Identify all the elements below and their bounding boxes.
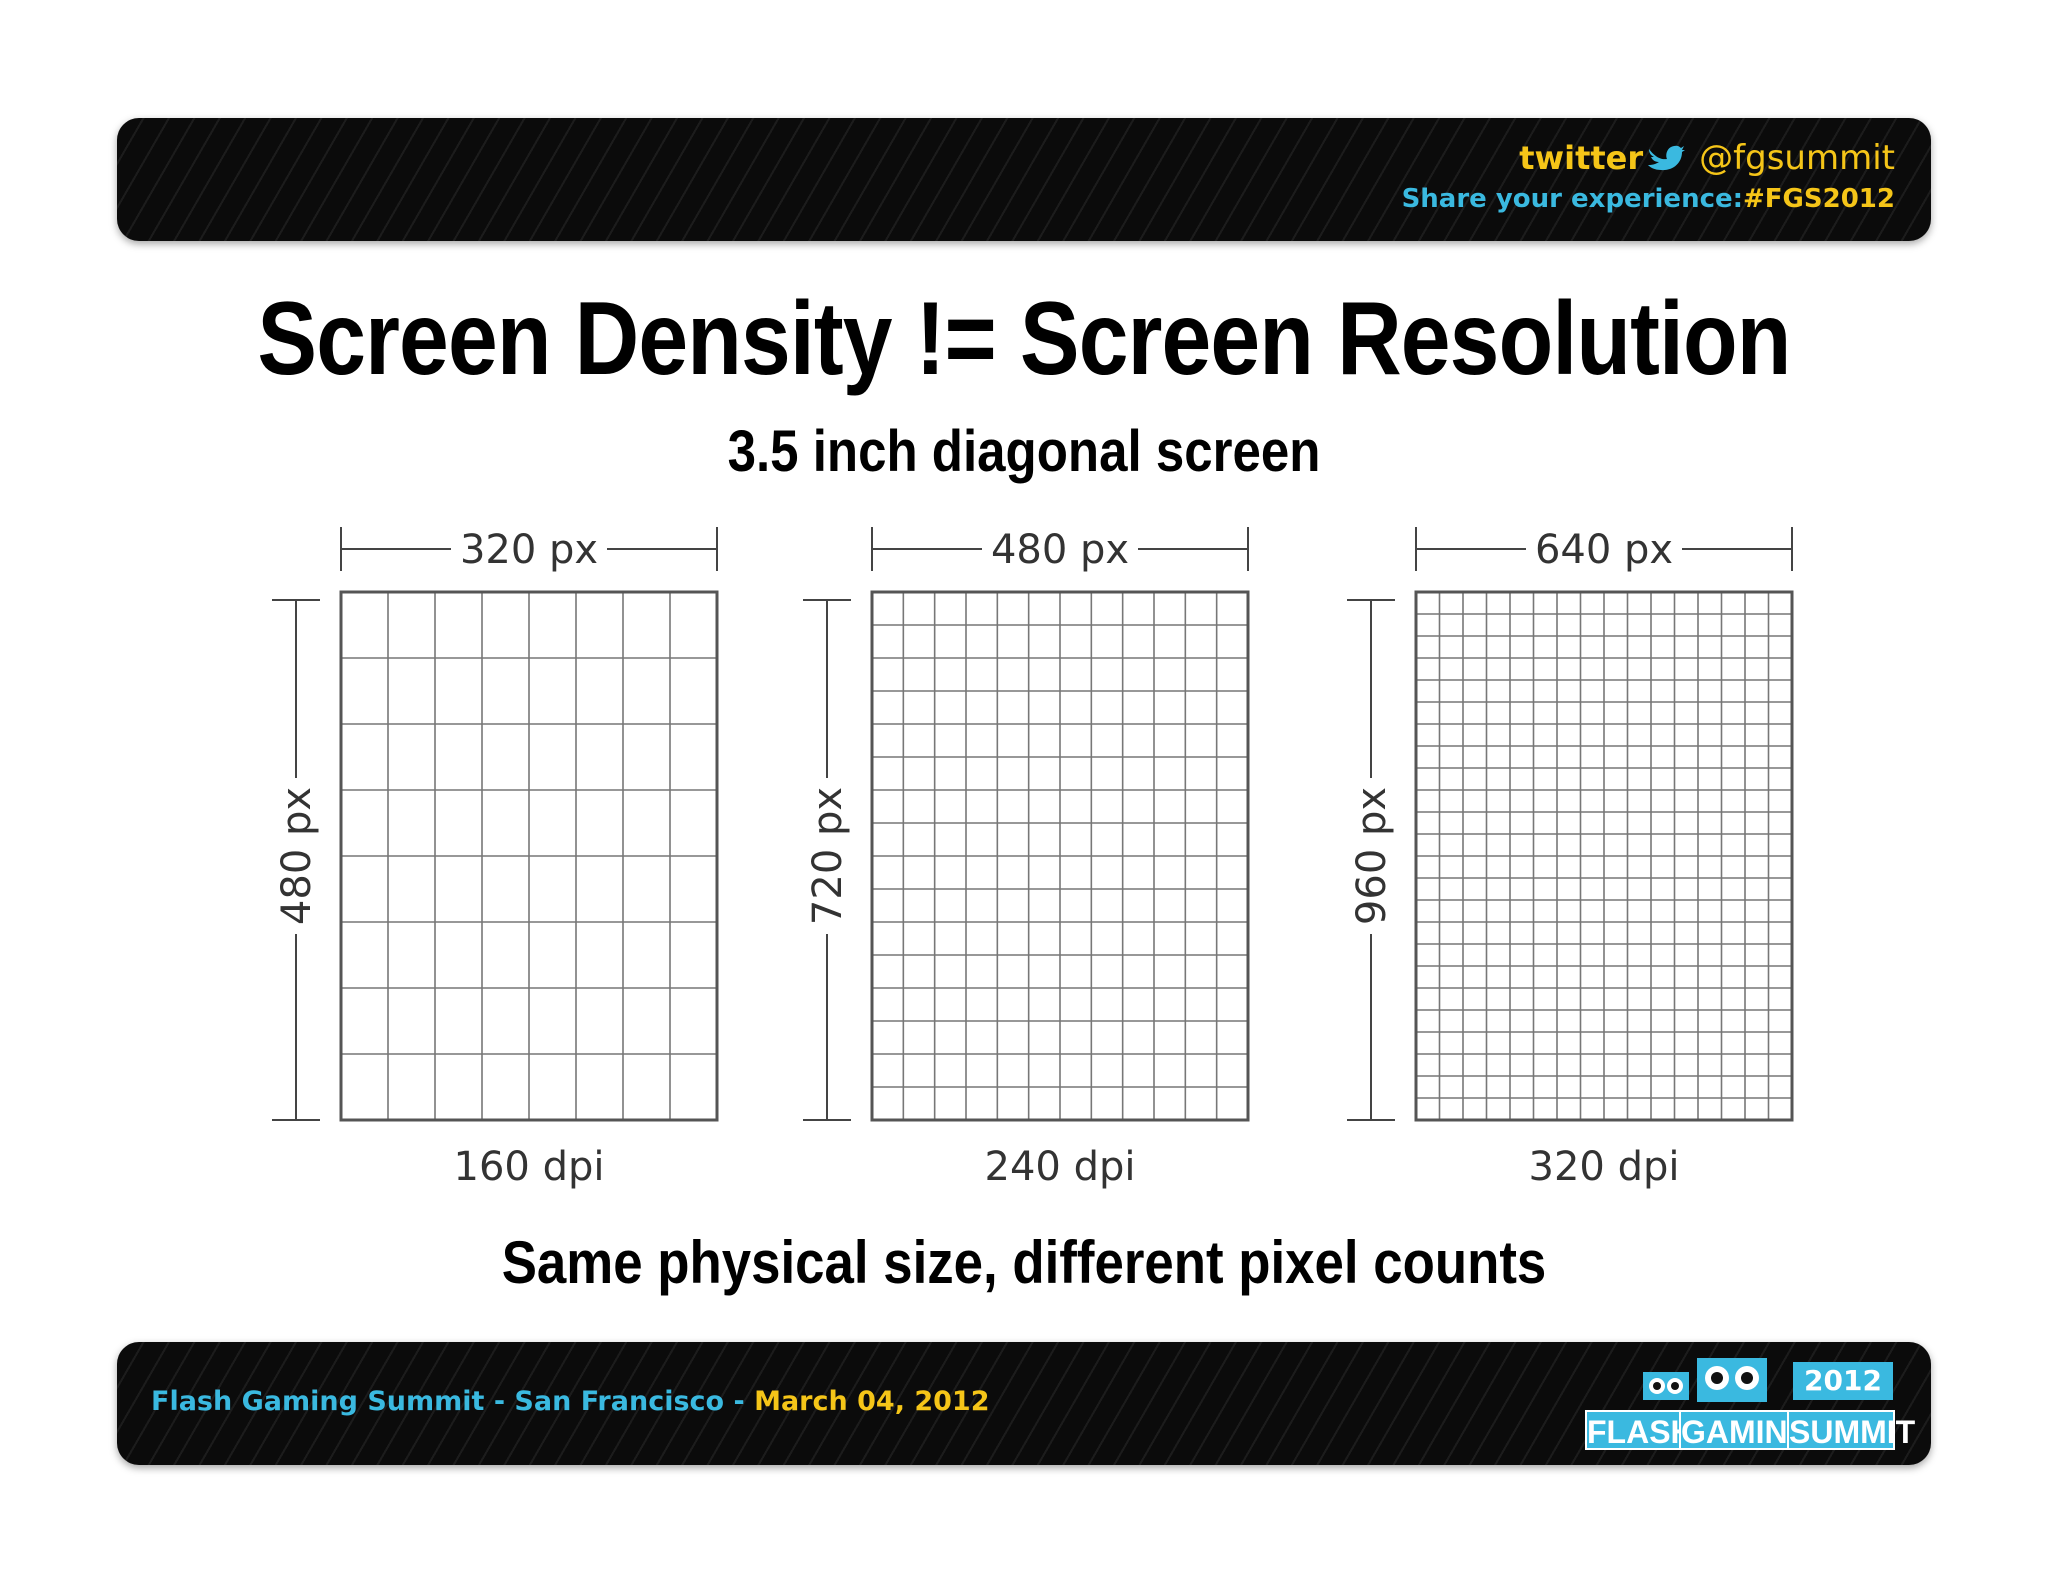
dpi-label: 320 dpi — [1529, 1144, 1680, 1190]
width-label: 640 px — [1535, 527, 1673, 573]
logo-word-summit: SUMMIT — [1787, 1410, 1915, 1450]
twitter-bird-icon — [1648, 145, 1686, 171]
hashtag: #FGS2012 — [1743, 184, 1895, 214]
height-label: 720 px — [805, 787, 851, 925]
logo-word-gaming: GAMING — [1679, 1410, 1813, 1450]
footer-event: Flash Gaming Summit - San Francisco - — [151, 1386, 755, 1417]
screen-panel-240dpi: 480 px 720 px 240 dpi — [803, 527, 1250, 1190]
share-text: Share your experience: — [1401, 184, 1744, 214]
grid-lines — [872, 592, 1248, 1120]
slide-title: Screen Density != Screen Resolution — [257, 281, 1791, 397]
footer-date: March 04, 2012 — [754, 1386, 990, 1417]
height-label: 480 px — [274, 787, 320, 925]
height-label: 960 px — [1349, 787, 1395, 925]
logo-eyes-icon — [1643, 1358, 1767, 1402]
screen-panel-320dpi: 640 px 960 px 320 dpi — [1347, 527, 1794, 1190]
slide-subtitle: 3.5 inch diagonal screen — [727, 419, 1321, 484]
twitter-logo: twitter — [1519, 139, 1644, 177]
width-label: 480 px — [991, 527, 1129, 573]
flash-gaming-summit-logo: 2012 FLASH GAMING SUMMIT — [1585, 1358, 1915, 1450]
screen-frame — [339, 590, 719, 1122]
screen-frame — [870, 590, 1250, 1122]
grid-lines — [341, 592, 717, 1120]
footer-bar: Flash Gaming Summit - San Francisco - Ma… — [117, 1342, 1931, 1465]
twitter-handle: @fgsummit — [1699, 138, 1895, 178]
twitter-block: twitter @fgsummit Share your experience:… — [1402, 138, 1895, 214]
logo-word-flash: FLASH — [1585, 1410, 1694, 1450]
width-label: 320 px — [460, 527, 598, 573]
logo-year: 2012 — [1793, 1362, 1893, 1400]
footer-text: Flash Gaming Summit - San Francisco - Ma… — [151, 1386, 990, 1417]
dpi-label: 240 dpi — [985, 1144, 1136, 1190]
share-line: Share your experience:#FGS2012 — [1402, 184, 1895, 214]
screen-frame — [1414, 590, 1794, 1122]
twitter-line: twitter @fgsummit — [1402, 138, 1895, 178]
slide-caption: Same physical size, different pixel coun… — [501, 1229, 1547, 1296]
grid-lines — [1416, 592, 1792, 1120]
header-bar: twitter @fgsummit Share your experience:… — [117, 118, 1931, 241]
dpi-label: 160 dpi — [454, 1144, 605, 1190]
screen-panel-160dpi: 320 px 480 px 160 dpi — [272, 527, 719, 1190]
